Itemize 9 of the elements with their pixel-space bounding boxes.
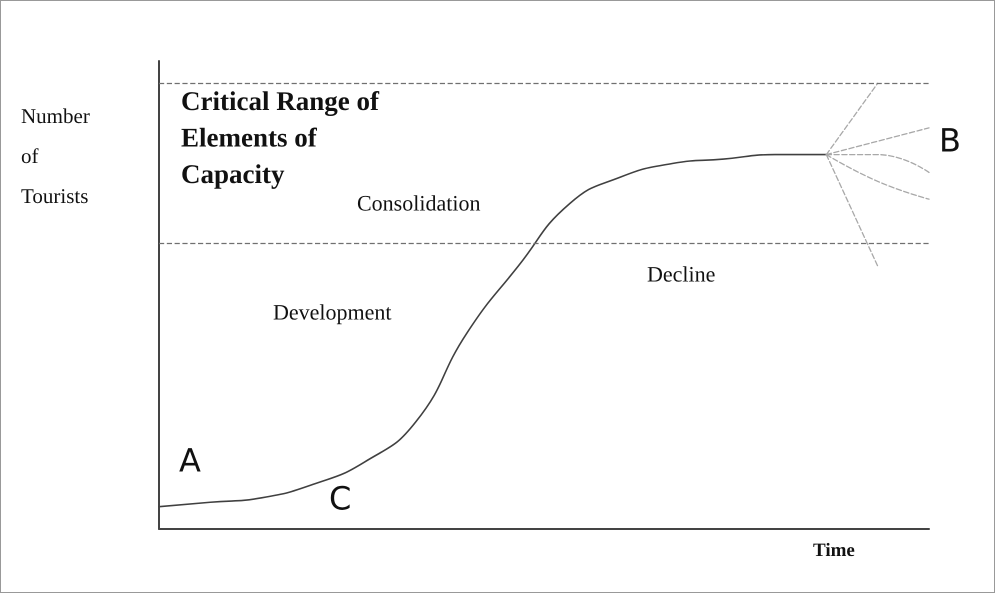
y-axis-title: Number of Tourists bbox=[21, 104, 96, 208]
text: B bbox=[939, 122, 961, 160]
annotation: Critical Range of Elements of Capacity bbox=[181, 86, 386, 190]
annotation: Consolidation bbox=[357, 190, 480, 216]
x-axis-title: Time bbox=[813, 540, 855, 561]
annotation: C bbox=[329, 480, 352, 518]
annotation: Decline bbox=[647, 261, 716, 286]
annotation: Development bbox=[273, 299, 392, 324]
annotation: A bbox=[179, 442, 201, 480]
